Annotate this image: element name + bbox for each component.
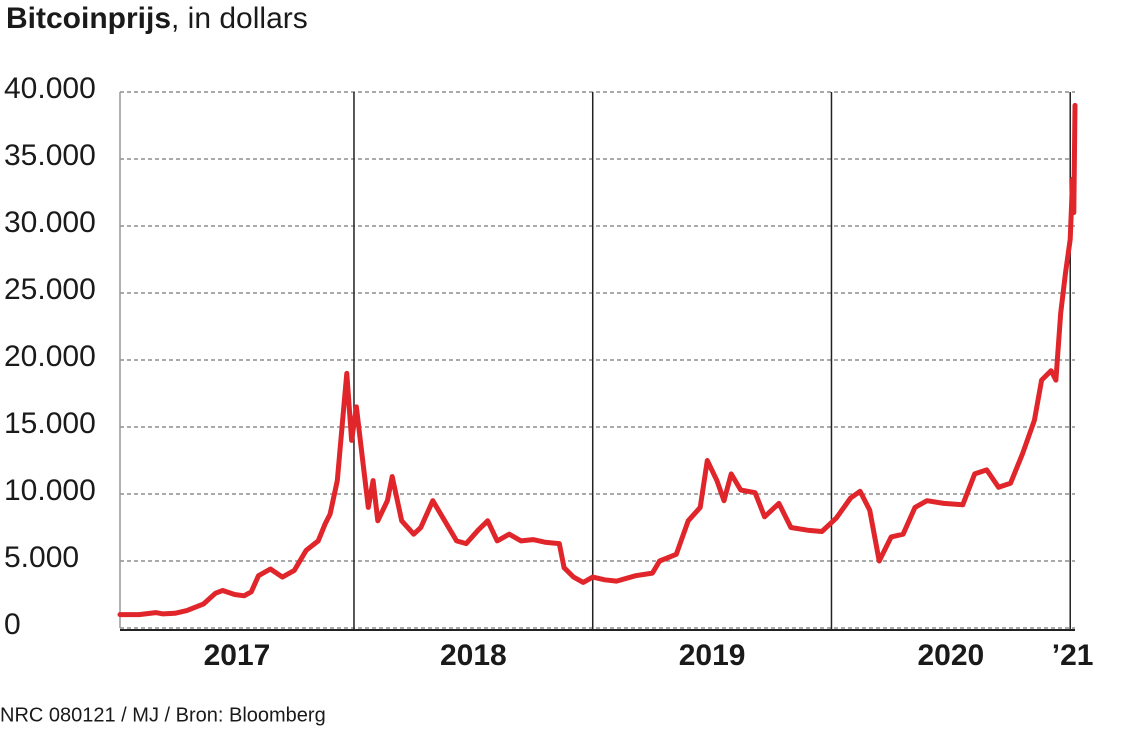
x-tick-label: 2017 <box>204 639 271 672</box>
x-tick-label: 2019 <box>679 639 746 672</box>
chart-heading: Bitcoinprijs, in dollars <box>6 2 308 35</box>
y-tick-label: 30.000 <box>4 206 96 239</box>
y-tick-label: 0 <box>4 608 21 641</box>
x-tick-label: 2020 <box>917 639 984 672</box>
chart-title: Bitcoinprijs <box>6 2 171 35</box>
chart-subtitle: , in dollars <box>171 2 308 35</box>
y-tick-label: 40.000 <box>4 72 96 105</box>
y-tick-label: 25.000 <box>4 273 96 306</box>
y-tick-label: 35.000 <box>4 139 96 172</box>
y-tick-label: 20.000 <box>4 340 96 373</box>
source: NRC 080121 / MJ / Bron: Bloomberg <box>0 704 326 726</box>
y-tick-label: 15.000 <box>4 407 96 440</box>
y-tick-label: 5.000 <box>4 541 79 574</box>
price-line <box>117 102 1078 618</box>
x-tick-label: ’21 <box>1052 639 1094 672</box>
x-tick-label: 2018 <box>440 639 507 672</box>
y-tick-label: 10.000 <box>4 474 96 507</box>
